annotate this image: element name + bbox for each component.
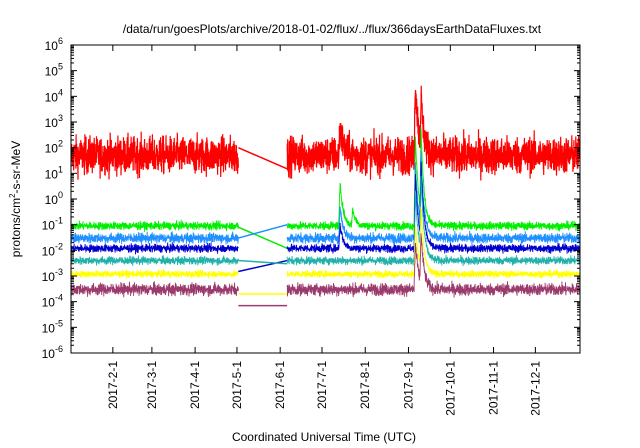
series-line xyxy=(286,233,581,298)
y-tick-label-base: 10 xyxy=(42,347,56,361)
y-tick-label-exp: 5 xyxy=(58,62,63,72)
series-line xyxy=(286,151,581,245)
series-line xyxy=(70,268,239,280)
y-axis-label-pre: protons/cm xyxy=(9,198,23,257)
x-tick-label: 2017-12-1 xyxy=(528,361,542,416)
plot-frame xyxy=(70,44,581,354)
y-axis-label-post: -s-sr-MeV xyxy=(9,141,23,194)
x-tick-label: 2017-2-1 xyxy=(106,361,120,409)
x-tick-label: 2017-4-1 xyxy=(188,361,202,409)
y-tick-label-exp: 3 xyxy=(58,113,63,123)
y-tick-label-exp: 2 xyxy=(58,139,63,149)
y-tick-label: 10-4 xyxy=(42,293,63,310)
y-tick-label-base: 10 xyxy=(45,90,59,104)
y-tick-label: 100 xyxy=(45,190,63,207)
series-gap-connector xyxy=(238,259,288,265)
series-line xyxy=(70,242,239,255)
y-tick-label-exp: -6 xyxy=(55,344,63,354)
y-axis-label: protons/cm2-s-sr-MeV xyxy=(8,141,23,257)
y-tick-label-exp: -2 xyxy=(55,241,63,251)
series-line xyxy=(286,85,581,181)
x-axis-label: Coordinated Universal Time (UTC) xyxy=(232,430,416,444)
series-line xyxy=(286,161,581,254)
series-line xyxy=(70,131,239,180)
series-line xyxy=(286,176,581,267)
y-tick-label: 10-2 xyxy=(42,241,63,258)
y-tick-label: 104 xyxy=(45,87,63,104)
series-layer xyxy=(70,85,581,307)
x-axis: 2017-2-1 2017-3-1 2017-4-1 2017-5-1 2017-6-1… xyxy=(106,45,542,416)
x-tick-label: 2017-5-1 xyxy=(230,361,244,409)
y-tick-label: 10-6 xyxy=(42,344,63,361)
y-tick-label: 105 xyxy=(45,62,63,79)
chart-title: /data/run/goesPlots/archive/2018-01-02/f… xyxy=(123,22,542,36)
y-tick-label: 103 xyxy=(45,113,63,130)
y-tick-label-exp: -4 xyxy=(55,293,63,303)
y-tick-label: 101 xyxy=(45,164,63,181)
y-tick-label-base: 10 xyxy=(45,116,59,130)
x-tick-label: 2017-7-1 xyxy=(315,361,329,409)
x-tick-label: 2017-3-1 xyxy=(145,361,159,409)
series-gap-connector xyxy=(238,223,288,239)
y-axis-label-sup: 2 xyxy=(8,193,17,198)
y-tick-label-base: 10 xyxy=(42,244,56,258)
x-tick-label: 2017-9-1 xyxy=(401,361,415,409)
y-axis: 10-610-510-410-310-210-11001011021031041… xyxy=(42,36,580,361)
y-tick-label-exp: 4 xyxy=(58,87,63,97)
series-line xyxy=(70,255,239,266)
y-tick-label-exp: 1 xyxy=(58,164,63,174)
y-tick-label-exp: -1 xyxy=(55,216,63,226)
y-tick-label: 102 xyxy=(45,139,63,156)
series-line xyxy=(70,219,239,232)
y-tick-label: 10-3 xyxy=(42,267,63,284)
x-tick-label: 2017-10-1 xyxy=(443,361,457,416)
y-tick-label-exp: -3 xyxy=(55,267,63,277)
y-tick-label-base: 10 xyxy=(45,167,59,181)
series-line xyxy=(286,127,581,232)
x-tick-label: 2017-11-1 xyxy=(487,361,501,415)
y-tick-label-base: 10 xyxy=(45,39,59,53)
series-line xyxy=(70,281,239,298)
x-tick-label: 2017-8-1 xyxy=(358,361,372,409)
y-tick-label-base: 10 xyxy=(42,296,56,310)
y-tick-label-base: 10 xyxy=(42,219,56,233)
y-tick-label: 10-1 xyxy=(42,216,63,233)
series-line xyxy=(70,231,239,245)
series-gap-connector xyxy=(238,259,288,273)
series-gap-connector xyxy=(238,226,288,249)
y-tick-label-exp: -5 xyxy=(55,318,63,328)
y-tick-label-base: 10 xyxy=(42,321,56,335)
y-tick-label-exp: 6 xyxy=(58,36,63,46)
y-tick-label-exp: 0 xyxy=(58,190,63,200)
y-tick-label-base: 10 xyxy=(45,65,59,79)
y-tick-label-base: 10 xyxy=(45,193,59,207)
y-tick-label-base: 10 xyxy=(42,270,56,284)
y-tick-label: 106 xyxy=(45,36,63,53)
series-line xyxy=(286,206,581,279)
x-tick-label: 2017-6-1 xyxy=(273,361,287,409)
y-tick-label-base: 10 xyxy=(45,142,59,156)
series-gap-connector xyxy=(238,146,288,170)
y-tick-label: 10-5 xyxy=(42,318,63,335)
